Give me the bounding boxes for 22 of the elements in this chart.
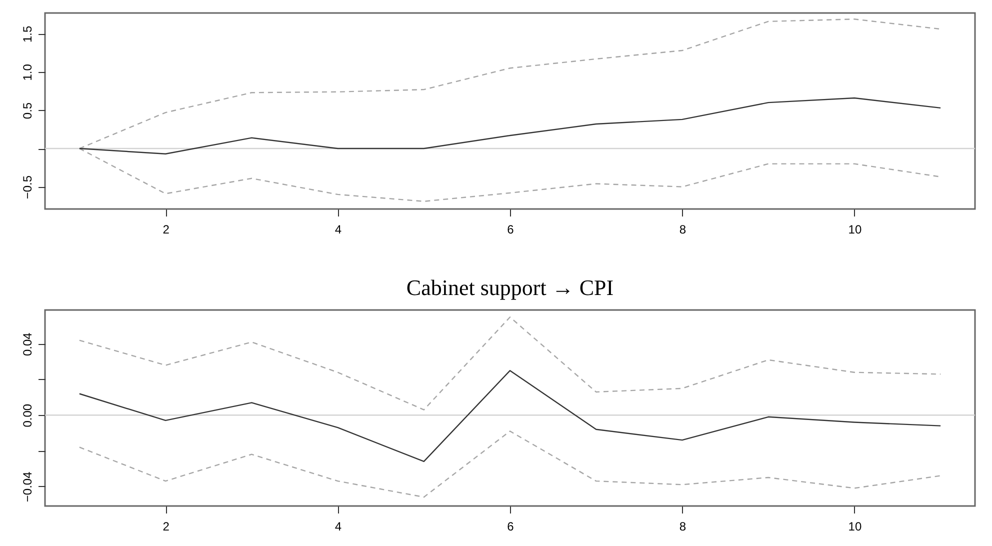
chart-title: Cabinet support → CPI <box>406 275 614 300</box>
line-series <box>78 97 942 154</box>
x-tick-label: 6 <box>507 520 514 534</box>
y-tick-label: 1.5 <box>20 26 34 43</box>
x-tick-label: 10 <box>848 222 862 236</box>
x-tick-label: 8 <box>679 222 686 236</box>
x-tick-label: 4 <box>334 520 342 534</box>
x-tick-label: 6 <box>507 222 514 236</box>
x-tick-label: 8 <box>679 520 686 534</box>
y-tick-label: 0.04 <box>20 332 34 356</box>
y-tick-label: 1.0 <box>20 64 34 81</box>
y-tick-label: −0.5 <box>20 175 34 200</box>
line-series <box>78 370 942 462</box>
y-tick-label: 0.5 <box>20 102 34 120</box>
x-tick-label: 2 <box>162 222 170 236</box>
x-tick-label: 4 <box>334 222 342 236</box>
y-tick-label: 0.00 <box>20 404 34 428</box>
y-tick-label: −0.04 <box>20 471 34 502</box>
line-series <box>78 316 942 410</box>
line-series <box>78 430 942 498</box>
x-tick-label: 10 <box>848 520 862 534</box>
x-tick-label: 2 <box>162 520 170 534</box>
